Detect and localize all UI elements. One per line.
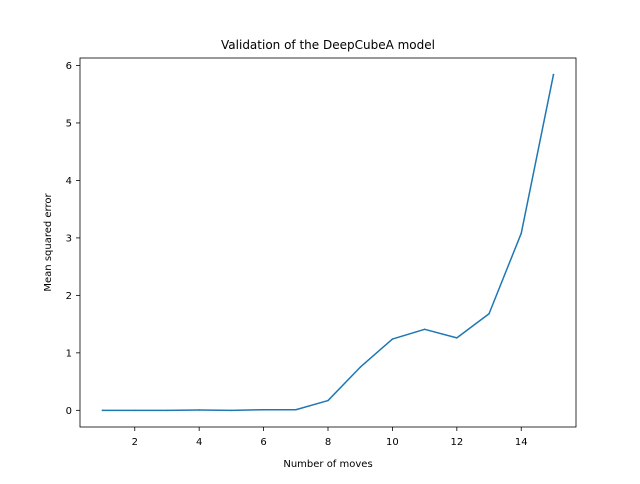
y-tick-label: 4	[66, 176, 72, 187]
data-point	[552, 73, 555, 76]
x-tick-label: 6	[260, 437, 266, 448]
y-tick-label: 6	[66, 61, 72, 72]
x-axis-label: Number of moves	[283, 459, 372, 470]
y-axis-ticks: 0 1 2 3 4 5 6	[66, 61, 80, 417]
data-point	[198, 409, 200, 411]
x-tick-label: 14	[515, 437, 528, 448]
y-tick-label: 3	[66, 233, 72, 244]
y-tick-label: 0	[66, 406, 72, 417]
data-point	[101, 409, 104, 412]
axes-frame	[79, 57, 577, 428]
y-tick-label: 1	[66, 348, 72, 359]
y-tick-label: 2	[66, 291, 72, 302]
data-point	[456, 337, 458, 339]
x-tick-label: 10	[386, 437, 399, 448]
data-point	[166, 409, 168, 412]
data-point	[327, 399, 329, 402]
x-tick-label: 12	[450, 437, 463, 448]
data-point	[295, 409, 297, 411]
plot-area	[101, 73, 555, 412]
x-tick-label: 8	[325, 437, 331, 448]
data-point	[423, 328, 426, 331]
data-point	[391, 338, 394, 340]
x-tick-label: 2	[132, 437, 138, 448]
x-tick-label: 4	[196, 437, 202, 448]
data-point	[359, 366, 361, 368]
chart-title: Validation of the DeepCubeA model	[221, 38, 435, 52]
data-point	[134, 409, 136, 412]
data-point	[230, 409, 233, 412]
data-point	[488, 313, 490, 315]
data-point	[262, 409, 265, 411]
x-axis-ticks: 2 4 6 8 10 12 14	[132, 427, 528, 448]
y-tick-label: 5	[66, 118, 72, 129]
data-point	[520, 232, 522, 235]
y-axis-label: Mean squared error	[43, 193, 54, 292]
